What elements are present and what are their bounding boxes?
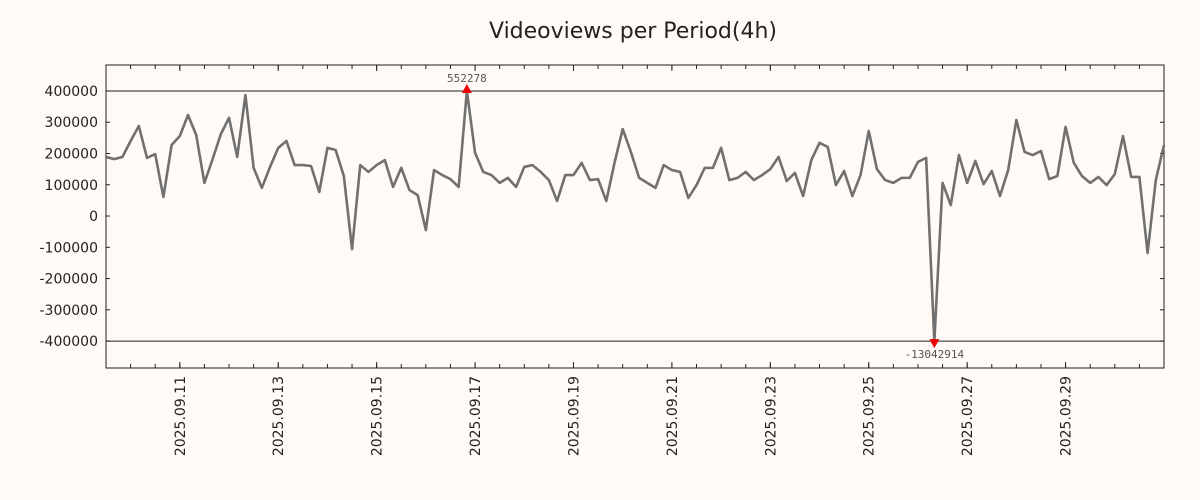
y-tick-label: 400000 bbox=[45, 84, 98, 100]
y-tick-label: 300000 bbox=[45, 115, 98, 131]
y-tick-label: 0 bbox=[89, 209, 98, 225]
plot-area bbox=[105, 64, 1165, 369]
x-tick-label: 2025.09.19 bbox=[566, 376, 582, 456]
y-tick-label: -300000 bbox=[40, 303, 99, 319]
axes: 400000 300000 200000 100000 0 -100000 -200000 -… bbox=[40, 64, 1165, 456]
x-tick-label: 2025.09.13 bbox=[271, 376, 287, 456]
chart-title: Videoviews per Period(4h) bbox=[489, 19, 777, 44]
x-tick-label: 2025.09.15 bbox=[370, 376, 386, 456]
x-tick-label: 2025.09.27 bbox=[960, 376, 976, 456]
clip-marker-down-icon bbox=[929, 339, 940, 349]
y-tick-label: 200000 bbox=[45, 146, 98, 162]
y-tick-label: -400000 bbox=[40, 334, 99, 350]
clip-marker-up-icon bbox=[461, 83, 472, 93]
x-tick-label: 2025.09.21 bbox=[665, 376, 681, 456]
x-tick-label: 2025.09.23 bbox=[763, 376, 779, 456]
x-tick-label: 2025.09.25 bbox=[862, 376, 878, 456]
y-tick-label: -100000 bbox=[40, 240, 99, 256]
y-tick-label: -200000 bbox=[40, 272, 99, 288]
data-line bbox=[105, 89, 1166, 343]
x-tick-label: 2025.09.11 bbox=[173, 376, 189, 456]
annotation-label: -13042914 bbox=[905, 348, 965, 361]
x-tick-label: 2025.09.29 bbox=[1059, 376, 1075, 456]
annotations: 552278 -13042914 bbox=[447, 72, 965, 361]
annotation-label: 552278 bbox=[447, 72, 487, 85]
y-tick-label: 100000 bbox=[45, 178, 98, 194]
x-tick-label: 2025.09.17 bbox=[468, 376, 484, 456]
